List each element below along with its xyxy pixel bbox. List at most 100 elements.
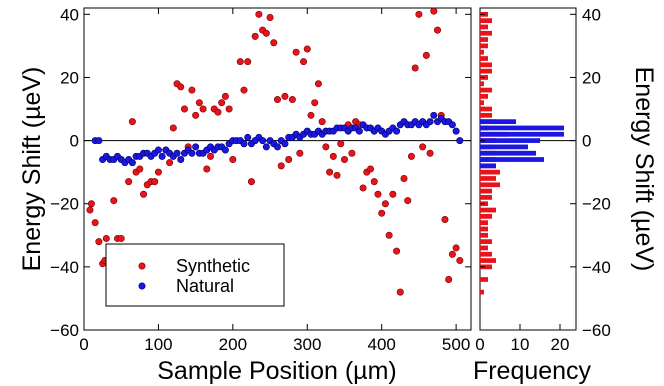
point-natural — [430, 111, 438, 119]
scatter-plot: 0 100 200 300 400 500 −60 −40 −20 0 20 40 Sample P… — [18, 5, 472, 385]
point-natural — [173, 149, 181, 157]
point-synthetic — [218, 99, 226, 107]
point-synthetic — [125, 178, 133, 186]
legend-label-synthetic: Synthetic — [176, 256, 250, 276]
point-synthetic — [251, 32, 259, 40]
hist-bar-synthetic — [480, 37, 488, 42]
point-synthetic — [128, 118, 136, 126]
point-synthetic — [434, 26, 442, 34]
point-synthetic — [262, 29, 270, 37]
hist-bar-synthetic — [480, 169, 500, 175]
point-synthetic — [337, 140, 345, 148]
point-synthetic — [110, 197, 118, 205]
hist-x-tick-label: 10 — [511, 335, 530, 354]
point-natural — [177, 156, 185, 164]
point-natural — [355, 127, 363, 135]
histogram-x-axis-title: Frequency — [473, 357, 592, 385]
point-synthetic — [270, 39, 278, 47]
point-synthetic — [448, 250, 456, 258]
point-synthetic — [445, 275, 453, 283]
point-synthetic — [180, 105, 188, 113]
legend-marker-synthetic — [138, 262, 146, 270]
point-synthetic — [195, 99, 203, 107]
hist-bar-natural — [480, 125, 564, 131]
hist-bar-synthetic — [480, 226, 488, 232]
y-tick-label: −20 — [50, 195, 79, 214]
point-synthetic — [333, 171, 341, 179]
hist-y-tick-label: −20 — [582, 195, 611, 214]
point-natural — [448, 121, 456, 129]
histogram-x-axis: 0 10 20 — [475, 324, 569, 354]
hist-bar-synthetic — [480, 176, 496, 181]
point-synthetic — [374, 190, 382, 198]
hist-bar-natural — [480, 157, 544, 162]
point-synthetic — [140, 190, 148, 198]
point-synthetic — [404, 197, 412, 205]
point-natural — [128, 159, 136, 167]
point-natural — [221, 146, 229, 154]
point-natural — [154, 146, 162, 154]
hist-y-tick-label: −60 — [582, 321, 611, 340]
point-synthetic — [199, 105, 207, 113]
point-synthetic — [255, 10, 263, 18]
hist-bar-natural — [480, 138, 540, 143]
point-synthetic — [188, 86, 196, 94]
point-synthetic — [281, 92, 289, 100]
point-natural — [95, 137, 103, 145]
point-synthetic — [166, 159, 174, 167]
y-tick-label: 20 — [60, 68, 79, 87]
hist-bar-natural — [480, 163, 496, 169]
point-synthetic — [102, 234, 110, 242]
x-tick-label: 300 — [293, 335, 321, 354]
point-natural — [426, 118, 434, 126]
hist-x-tick-label: 20 — [551, 335, 570, 354]
hist-bar-synthetic — [480, 18, 492, 23]
point-synthetic — [393, 247, 401, 255]
point-natural — [192, 143, 200, 151]
scatter-points — [86, 7, 464, 296]
point-natural — [281, 140, 289, 148]
hist-bar-synthetic — [480, 30, 492, 36]
histogram: 0 10 20 −60 −40 −20 0 20 40 Frequency Energy Sh… — [473, 5, 658, 385]
point-synthetic — [151, 178, 159, 186]
x-tick-label: 500 — [442, 335, 470, 354]
point-synthetic — [236, 58, 244, 66]
legend: Synthetic Natural — [105, 243, 285, 307]
hist-y-tick-label: −40 — [582, 258, 611, 277]
legend-box — [105, 243, 285, 307]
point-synthetic — [136, 165, 144, 173]
point-synthetic — [385, 231, 393, 239]
point-synthetic — [307, 111, 315, 119]
hist-bar-synthetic — [480, 213, 492, 219]
hist-bar-synthetic — [480, 182, 500, 188]
hist-bar-synthetic — [480, 106, 492, 112]
hist-bar-synthetic — [480, 56, 488, 61]
point-natural — [259, 137, 267, 145]
hist-bar-synthetic — [480, 258, 496, 263]
hist-bar-synthetic — [480, 188, 492, 194]
point-synthetic — [214, 108, 222, 116]
hist-bar-synthetic — [480, 43, 488, 49]
point-synthetic — [207, 152, 215, 160]
hist-bar-synthetic — [480, 207, 496, 213]
point-synthetic — [169, 124, 177, 132]
point-natural — [262, 143, 270, 151]
point-synthetic — [240, 86, 248, 94]
point-synthetic — [221, 92, 229, 100]
point-synthetic — [426, 149, 434, 157]
x-tick-label: 400 — [368, 335, 396, 354]
y-tick-label: −60 — [50, 321, 79, 340]
point-synthetic — [300, 58, 308, 66]
histogram-y-axis: −60 −40 −20 0 20 40 — [480, 5, 611, 340]
point-natural — [452, 127, 460, 135]
point-natural — [393, 127, 401, 135]
hist-bar-natural — [480, 131, 564, 137]
scatter-y-axis-title: Energy Shift (µeV) — [18, 67, 46, 272]
point-synthetic — [225, 105, 233, 113]
hist-bar-natural — [480, 119, 516, 125]
scatter-x-axis-title: Sample Position (µm) — [157, 357, 396, 385]
point-natural — [273, 143, 281, 151]
point-synthetic — [154, 168, 162, 176]
hist-bar-synthetic — [480, 24, 488, 30]
point-synthetic — [322, 143, 330, 151]
